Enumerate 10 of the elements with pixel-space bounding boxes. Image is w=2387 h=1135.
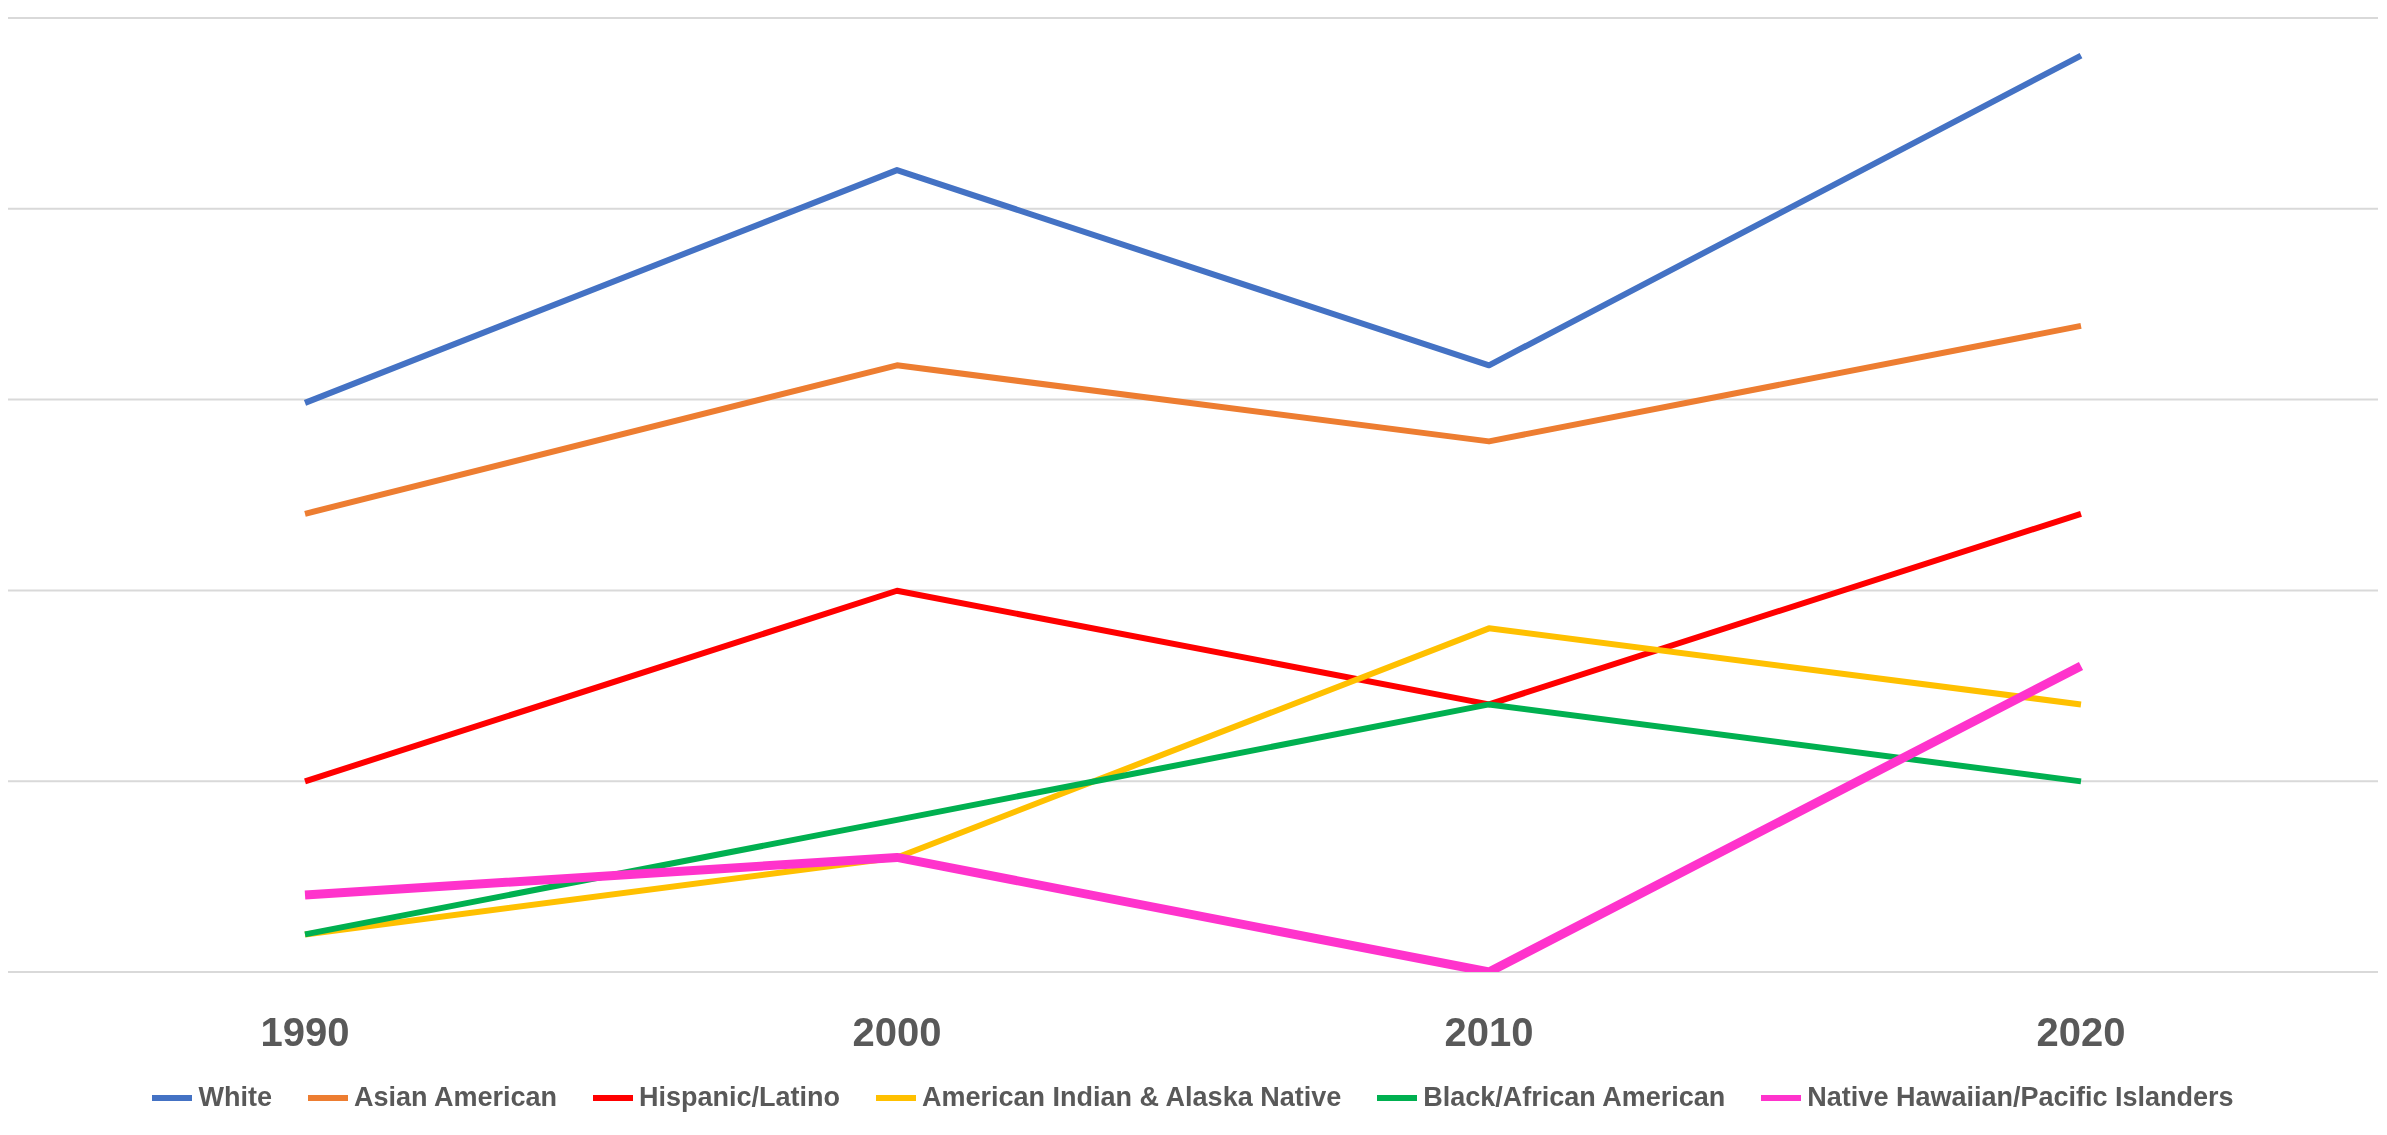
x-tick-label: 2020 [2036,1010,2126,1055]
legend-label: Native Hawaiian/Pacific Islanders [1806,1082,2234,1113]
x-tick-label: 2000 [852,1010,942,1055]
x-tick-label: 1990 [260,1010,350,1055]
legend-label: Hispanic/Latino [638,1082,841,1113]
x-tick-label: 2010 [1444,1010,1534,1055]
legend-label: Black/African American [1422,1082,1726,1113]
legend-label: White [197,1082,272,1113]
legend-label: American Indian & Alaska Native [921,1082,1342,1113]
legend-label: Asian American [352,1082,558,1113]
